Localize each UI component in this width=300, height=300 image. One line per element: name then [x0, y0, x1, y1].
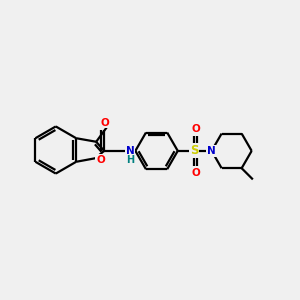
Text: O: O — [100, 118, 109, 128]
Text: O: O — [191, 168, 200, 178]
Text: H: H — [126, 155, 134, 165]
Text: O: O — [191, 124, 200, 134]
Text: O: O — [96, 155, 105, 165]
Text: S: S — [190, 144, 198, 158]
Text: N: N — [207, 146, 216, 156]
Text: N: N — [126, 146, 134, 156]
